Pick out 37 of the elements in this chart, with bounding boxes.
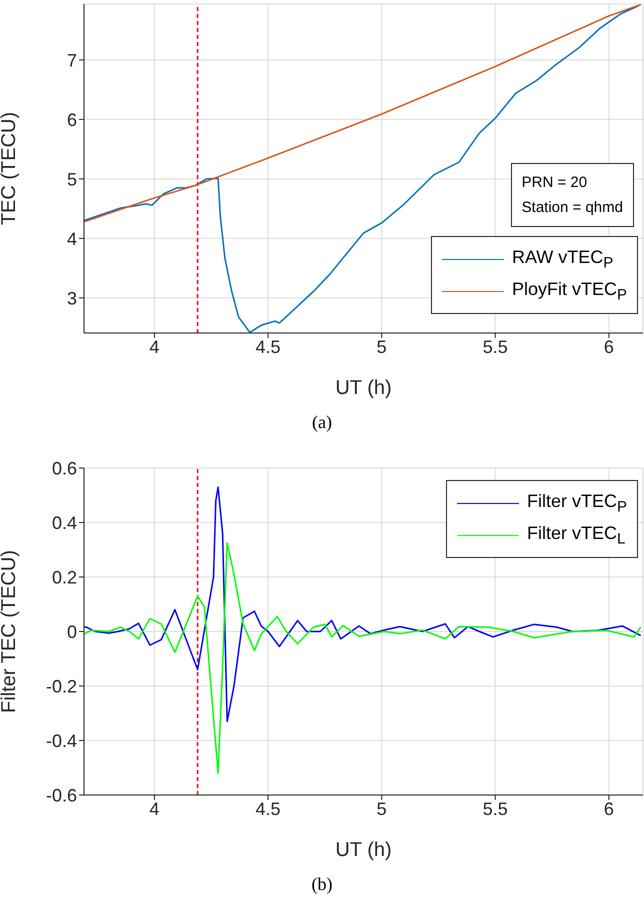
legend-label: Filter vTEC$_{P}$ xyxy=(526,490,627,516)
annotation: Station = qhmd xyxy=(522,198,623,218)
y-tick-label: 3 xyxy=(66,288,77,308)
y-tick-label: 6 xyxy=(66,110,77,130)
line-series xyxy=(84,542,642,774)
y-axis-title: TEC (TECU) xyxy=(0,112,20,226)
y-tick-label: 7 xyxy=(66,50,77,70)
y-axis-title: Filter TEC (TECU) xyxy=(0,550,20,713)
legend-label: PloyFit vTEC$_{P}$ xyxy=(512,278,627,304)
x-tick-label: 6 xyxy=(604,798,614,819)
x-tick-label: 4 xyxy=(149,336,160,357)
y-tick-label: -0.2 xyxy=(46,676,77,696)
x-tick-label: 5.5 xyxy=(482,798,508,819)
y-tick-label: 0.4 xyxy=(52,512,77,533)
y-tick-label: -0.6 xyxy=(46,785,77,806)
x-tick-label: 4.5 xyxy=(256,336,281,357)
x-tick-label: 5 xyxy=(376,336,387,357)
text: (a) xyxy=(311,412,333,433)
x-tick-label: 5.5 xyxy=(482,336,508,357)
y-tick-label: 0.2 xyxy=(52,567,77,588)
x-axis-title: UT (h) xyxy=(335,839,392,861)
line-series xyxy=(84,486,642,722)
legend-label: Filter vTEC$_{L}$ xyxy=(526,522,626,548)
y-tick-label: 4 xyxy=(66,228,77,249)
line-series xyxy=(84,5,640,333)
x-tick-label: 4 xyxy=(149,798,160,819)
x-tick-label: 5 xyxy=(376,798,387,819)
x-tick-label: 4.5 xyxy=(256,798,281,819)
y-tick-label: 0 xyxy=(66,622,77,642)
legend-label: RAW vTEC$_{P}$ xyxy=(512,246,614,272)
y-tick-label: 0.6 xyxy=(52,458,77,478)
y-tick-label: -0.4 xyxy=(46,730,77,751)
text: (b) xyxy=(310,874,334,895)
y-tick-label: 5 xyxy=(66,169,77,190)
annotation: PRN = 20 xyxy=(522,173,588,193)
x-axis-title: UT (h) xyxy=(335,377,392,399)
x-tick-label: 6 xyxy=(604,336,614,357)
